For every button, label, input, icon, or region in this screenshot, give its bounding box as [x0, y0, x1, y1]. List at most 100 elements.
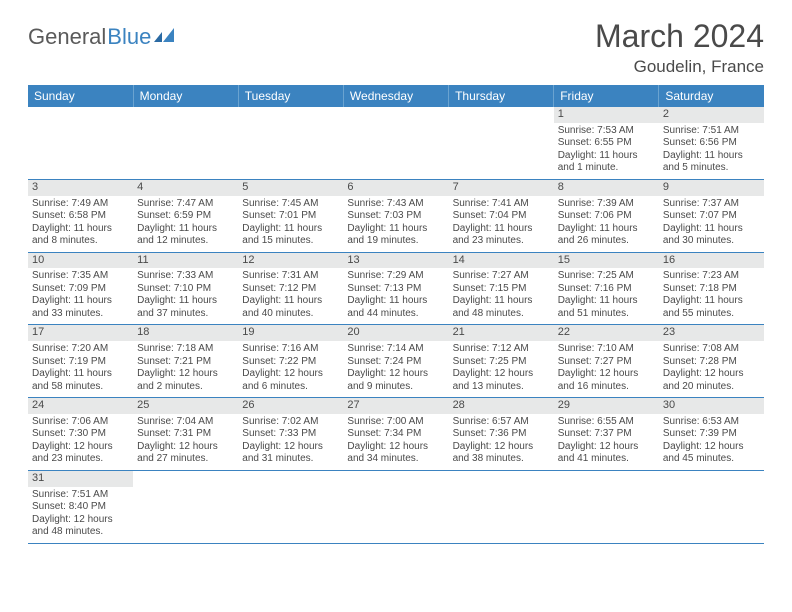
day-detail: Sunset: 7:34 PM [347, 428, 444, 441]
day-number: 14 [449, 253, 554, 269]
day-number: 7 [449, 180, 554, 196]
day-detail: Daylight: 12 hours [663, 441, 760, 454]
day-detail: Daylight: 11 hours [558, 223, 655, 236]
day-number: 15 [554, 253, 659, 269]
day-detail: Daylight: 11 hours [558, 295, 655, 308]
calendar-cell: 15Sunrise: 7:25 AMSunset: 7:16 PMDayligh… [554, 252, 659, 325]
calendar-cell: 25Sunrise: 7:04 AMSunset: 7:31 PMDayligh… [133, 398, 238, 471]
day-number: 3 [28, 180, 133, 196]
calendar-cell: 9Sunrise: 7:37 AMSunset: 7:07 PMDaylight… [659, 179, 764, 252]
day-number: 10 [28, 253, 133, 269]
day-detail: and 19 minutes. [347, 235, 444, 248]
day-detail: and 40 minutes. [242, 308, 339, 321]
day-number: 4 [133, 180, 238, 196]
day-number: 19 [238, 325, 343, 341]
calendar-week: 1Sunrise: 7:53 AMSunset: 6:55 PMDaylight… [28, 107, 764, 179]
calendar-cell: 18Sunrise: 7:18 AMSunset: 7:21 PMDayligh… [133, 325, 238, 398]
day-number: 8 [554, 180, 659, 196]
calendar-cell: 2Sunrise: 7:51 AMSunset: 6:56 PMDaylight… [659, 107, 764, 179]
day-number: 6 [343, 180, 448, 196]
day-header: Wednesday [343, 85, 448, 107]
day-detail: Sunrise: 7:49 AM [32, 198, 129, 211]
day-detail: Sunset: 7:13 PM [347, 283, 444, 296]
calendar-cell: 1Sunrise: 7:53 AMSunset: 6:55 PMDaylight… [554, 107, 659, 179]
day-detail: Daylight: 11 hours [663, 223, 760, 236]
day-number: 9 [659, 180, 764, 196]
calendar-cell [449, 470, 554, 543]
day-header: Saturday [659, 85, 764, 107]
day-detail: Sunrise: 7:12 AM [453, 343, 550, 356]
day-detail: Sunrise: 7:43 AM [347, 198, 444, 211]
day-number: 30 [659, 398, 764, 414]
day-detail: Sunrise: 7:51 AM [32, 489, 129, 502]
calendar-cell: 31Sunrise: 7:51 AMSunset: 8:40 PMDayligh… [28, 470, 133, 543]
day-detail: and 45 minutes. [663, 453, 760, 466]
day-detail: Sunrise: 7:10 AM [558, 343, 655, 356]
calendar-header-row: SundayMondayTuesdayWednesdayThursdayFrid… [28, 85, 764, 107]
calendar-cell: 12Sunrise: 7:31 AMSunset: 7:12 PMDayligh… [238, 252, 343, 325]
day-header: Thursday [449, 85, 554, 107]
day-detail: and 20 minutes. [663, 381, 760, 394]
day-detail: Sunset: 7:33 PM [242, 428, 339, 441]
calendar-cell: 22Sunrise: 7:10 AMSunset: 7:27 PMDayligh… [554, 325, 659, 398]
calendar-cell: 27Sunrise: 7:00 AMSunset: 7:34 PMDayligh… [343, 398, 448, 471]
logo-word-1: General [28, 24, 106, 50]
calendar-cell [133, 470, 238, 543]
day-detail: Sunset: 7:25 PM [453, 356, 550, 369]
calendar-cell [133, 107, 238, 179]
day-detail: Sunrise: 7:41 AM [453, 198, 550, 211]
day-detail: Sunset: 7:12 PM [242, 283, 339, 296]
day-detail: Sunrise: 7:18 AM [137, 343, 234, 356]
day-number: 26 [238, 398, 343, 414]
day-detail: and 44 minutes. [347, 308, 444, 321]
day-detail: and 58 minutes. [32, 381, 129, 394]
day-detail: Daylight: 11 hours [32, 295, 129, 308]
calendar-week: 17Sunrise: 7:20 AMSunset: 7:19 PMDayligh… [28, 325, 764, 398]
calendar-cell: 28Sunrise: 6:57 AMSunset: 7:36 PMDayligh… [449, 398, 554, 471]
day-detail: Daylight: 11 hours [347, 223, 444, 236]
day-detail: Daylight: 12 hours [347, 441, 444, 454]
day-detail: Daylight: 12 hours [558, 441, 655, 454]
day-detail: Daylight: 12 hours [137, 368, 234, 381]
day-detail: Daylight: 12 hours [32, 514, 129, 527]
day-number: 17 [28, 325, 133, 341]
day-number: 5 [238, 180, 343, 196]
calendar-cell: 17Sunrise: 7:20 AMSunset: 7:19 PMDayligh… [28, 325, 133, 398]
day-detail: Sunrise: 7:37 AM [663, 198, 760, 211]
day-detail: and 12 minutes. [137, 235, 234, 248]
day-detail: Sunrise: 7:04 AM [137, 416, 234, 429]
day-detail: and 31 minutes. [242, 453, 339, 466]
day-detail: Sunrise: 7:14 AM [347, 343, 444, 356]
calendar-cell: 13Sunrise: 7:29 AMSunset: 7:13 PMDayligh… [343, 252, 448, 325]
day-detail: and 13 minutes. [453, 381, 550, 394]
day-detail: Daylight: 12 hours [558, 368, 655, 381]
day-detail: and 8 minutes. [32, 235, 129, 248]
day-number: 12 [238, 253, 343, 269]
day-detail: and 48 minutes. [453, 308, 550, 321]
logo: GeneralBlue [28, 18, 178, 50]
calendar-body: 1Sunrise: 7:53 AMSunset: 6:55 PMDaylight… [28, 107, 764, 543]
day-detail: Sunset: 7:16 PM [558, 283, 655, 296]
day-detail: Daylight: 11 hours [242, 295, 339, 308]
header: GeneralBlue March 2024 Goudelin, France [28, 18, 764, 77]
location: Goudelin, France [595, 57, 764, 77]
day-detail: and 5 minutes. [663, 162, 760, 175]
calendar-cell [449, 107, 554, 179]
calendar-cell: 3Sunrise: 7:49 AMSunset: 6:58 PMDaylight… [28, 179, 133, 252]
calendar-cell: 5Sunrise: 7:45 AMSunset: 7:01 PMDaylight… [238, 179, 343, 252]
day-detail: Sunset: 6:56 PM [663, 137, 760, 150]
day-detail: Sunset: 7:09 PM [32, 283, 129, 296]
day-detail: Sunrise: 7:51 AM [663, 125, 760, 138]
day-detail: Daylight: 11 hours [663, 150, 760, 163]
day-detail: Sunset: 7:39 PM [663, 428, 760, 441]
calendar-cell: 19Sunrise: 7:16 AMSunset: 7:22 PMDayligh… [238, 325, 343, 398]
day-header: Sunday [28, 85, 133, 107]
day-detail: and 48 minutes. [32, 526, 129, 539]
day-number: 20 [343, 325, 448, 341]
day-detail: Daylight: 11 hours [663, 295, 760, 308]
day-detail: Sunrise: 7:53 AM [558, 125, 655, 138]
day-detail: Sunrise: 7:20 AM [32, 343, 129, 356]
calendar-cell: 29Sunrise: 6:55 AMSunset: 7:37 PMDayligh… [554, 398, 659, 471]
day-detail: and 55 minutes. [663, 308, 760, 321]
day-detail: Sunrise: 6:53 AM [663, 416, 760, 429]
